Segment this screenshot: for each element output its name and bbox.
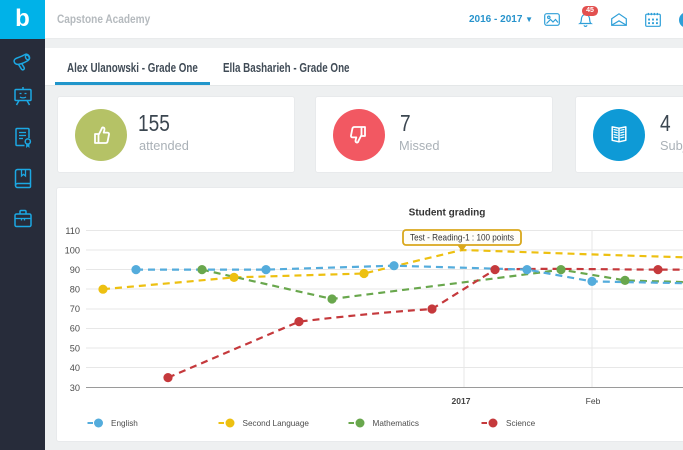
svg-text:Science: Science (506, 419, 536, 428)
svg-text:Student grading: Student grading (409, 208, 486, 219)
svg-text:Second Language: Second Language (243, 419, 310, 428)
svg-text:Test - Reading-1 : 100 points: Test - Reading-1 : 100 points (410, 233, 514, 243)
svg-text:English: English (111, 419, 138, 428)
svg-text:110: 110 (65, 226, 80, 236)
svg-text:2017: 2017 (452, 396, 471, 406)
svg-text:60: 60 (70, 324, 80, 334)
svg-text:Feb: Feb (586, 396, 601, 406)
svg-text:100: 100 (65, 245, 80, 255)
svg-text:80: 80 (70, 285, 80, 295)
svg-text:70: 70 (70, 304, 80, 314)
svg-text:Mathematics: Mathematics (373, 419, 419, 428)
svg-text:90: 90 (70, 265, 80, 275)
svg-text:40: 40 (70, 363, 80, 373)
svg-text:50: 50 (70, 343, 80, 353)
svg-text:30: 30 (70, 383, 80, 393)
